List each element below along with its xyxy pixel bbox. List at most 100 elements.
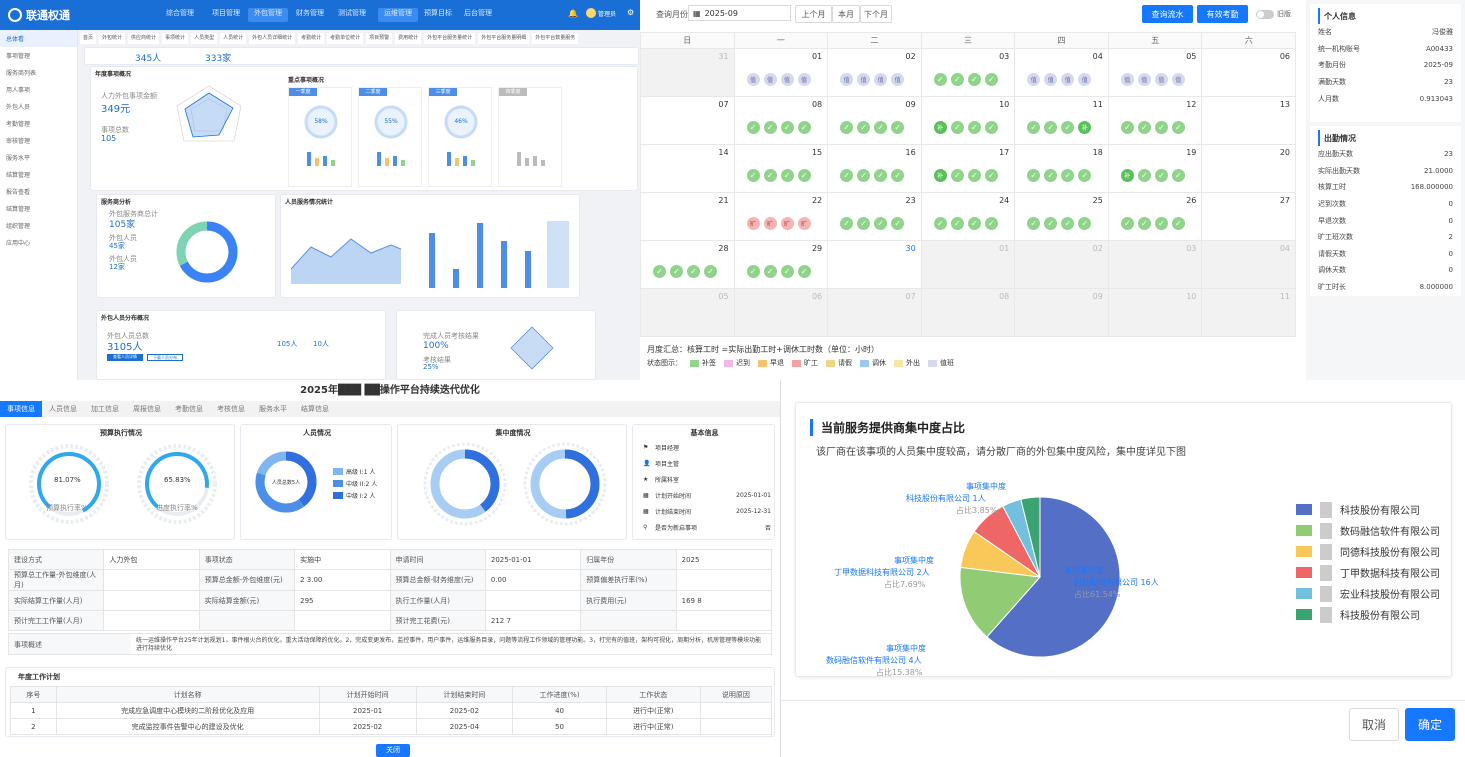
sidebar-item[interactable]: 考勤管理	[6, 121, 31, 128]
page-tab[interactable]: 外包统计	[99, 33, 126, 44]
tab-item[interactable]: 加工信息	[91, 405, 119, 413]
calendar-day[interactable]: 07	[640, 96, 735, 145]
page-tab[interactable]: 外包平台服务量明细	[478, 33, 530, 44]
calendar-day[interactable]: 08	[920, 288, 1016, 337]
sidebar-item[interactable]: 组织管理	[6, 223, 31, 230]
nav-item[interactable]: 项目管理	[212, 9, 240, 17]
sidebar-item[interactable]: 结算管理	[6, 172, 31, 179]
calendar-day[interactable]: 04	[1201, 240, 1296, 289]
calendar-day[interactable]: 06	[733, 288, 829, 337]
month-picker[interactable]: ▦ 2025-09	[688, 5, 791, 21]
calendar-day[interactable]: 15 ✓ ✓ ✓ ✓	[733, 144, 829, 193]
calendar-day[interactable]: 29 ✓ ✓ ✓ ✓	[733, 240, 829, 289]
legend-item[interactable]: 同德科技股份有限公司	[1296, 541, 1440, 562]
calendar-day[interactable]: 01 值值值值	[733, 48, 829, 97]
page-tab[interactable]: 考勤单位统计	[327, 33, 364, 44]
sidebar-item[interactable]: 审核管理	[6, 138, 31, 145]
view-staff-button[interactable]: 查看人员详情	[107, 354, 143, 361]
calendar-day[interactable]: 12 ✓ ✓ ✓ ✓	[1107, 96, 1203, 145]
calendar-day[interactable]: 05 值值值值	[1107, 48, 1203, 97]
tab-item[interactable]: 考核信息	[217, 405, 245, 413]
calendar-day[interactable]: 17 补 ✓ ✓ ✓	[920, 144, 1016, 193]
gear-icon[interactable]: ⚙	[627, 8, 635, 17]
nav-item[interactable]: 预算目标	[424, 9, 452, 17]
legend-item[interactable]: 数码融信软件有限公司	[1296, 520, 1440, 541]
calendar-day[interactable]: 11 ✓ ✓ ✓ 补	[1014, 96, 1109, 145]
nav-item[interactable]: 运维管理	[378, 8, 418, 22]
page-tab[interactable]: 事项统计	[162, 33, 189, 44]
page-tab[interactable]: 人员类型	[191, 33, 218, 44]
calendar-day[interactable]: 31	[640, 48, 735, 97]
prev-month-button[interactable]: 上个月	[795, 5, 832, 23]
calendar-day[interactable]: 14	[640, 144, 735, 193]
old-version-toggle[interactable]: 旧版	[1256, 9, 1291, 19]
calendar-day[interactable]: 03	[1107, 240, 1203, 289]
calendar-day[interactable]: 25 ✓ ✓ ✓ ✓	[1014, 192, 1109, 241]
page-tab[interactable]: 外包人员详细统计	[249, 33, 296, 44]
calendar-day[interactable]: 18 ✓ ✓ ✓ ✓	[1014, 144, 1109, 193]
calendar-day[interactable]: 08 ✓ ✓ ✓ ✓	[733, 96, 829, 145]
sidebar-item[interactable]: 应用中心	[6, 240, 31, 247]
sidebar-item[interactable]: 服务水平	[6, 155, 31, 162]
calendar-day[interactable]: 10	[1107, 288, 1203, 337]
calendar-day[interactable]: 01	[920, 240, 1016, 289]
query-flow-button[interactable]: 查询流水	[1142, 5, 1193, 23]
calendar-day[interactable]: 13	[1201, 96, 1296, 145]
calendar-day[interactable]: 28 ✓ ✓ ✓ ✓	[640, 240, 735, 289]
calendar-day[interactable]: 16 ✓ ✓ ✓ ✓	[827, 144, 922, 193]
pie-slice[interactable]	[959, 566, 1042, 638]
calendar-day[interactable]: 27	[1201, 192, 1296, 241]
tab-item[interactable]: 结算信息	[301, 405, 329, 413]
page-tab[interactable]: 项目预警	[366, 33, 393, 44]
page-tab[interactable]: 外包平台服务量统计	[424, 33, 476, 44]
pie-slice[interactable]	[1020, 496, 1041, 578]
page-tab[interactable]: 外包平台数量服务	[532, 33, 579, 44]
sidebar-item[interactable]: 总体看	[0, 30, 77, 47]
calendar-day[interactable]: 06	[1201, 48, 1296, 97]
legend-item[interactable]: 科技股份有限公司	[1296, 604, 1440, 625]
tab-item[interactable]: 事项信息	[0, 401, 42, 417]
sidebar-item[interactable]: 报告查看	[6, 189, 31, 196]
calendar-day[interactable]: 20	[1201, 144, 1296, 193]
calendar-day[interactable]: 10 补 ✓ ✓ ✓	[920, 96, 1016, 145]
avatar[interactable]	[586, 8, 596, 18]
nav-item[interactable]: 财务管理	[296, 9, 324, 17]
calendar-day[interactable]: 19 补 ✓ ✓ ✓	[1107, 144, 1203, 193]
page-tab[interactable]: 人员统计	[220, 33, 247, 44]
calendar-day[interactable]: 22 旷旷旷旷	[733, 192, 829, 241]
page-tab[interactable]: 供应商统计	[128, 33, 160, 44]
page-tab[interactable]: 考勤统计	[298, 33, 325, 44]
bell-icon[interactable]: 🔔	[568, 9, 578, 18]
tab-item[interactable]: 服务水平	[259, 405, 287, 413]
sidebar-item[interactable]: 外包人员	[6, 104, 31, 111]
sidebar-item[interactable]: 用人事项	[6, 87, 31, 94]
tab-item[interactable]: 人员信息	[49, 405, 77, 413]
current-month-button[interactable]: 本月	[832, 5, 860, 23]
calendar-day[interactable]: 09	[1014, 288, 1109, 337]
calendar-day[interactable]: 04 值值值值	[1014, 48, 1109, 97]
valid-attendance-button[interactable]: 有效考勤	[1197, 5, 1248, 23]
tab-item[interactable]: 考勤信息	[175, 405, 203, 413]
calendar-day[interactable]: 07	[827, 288, 922, 337]
calendar-day[interactable]: 23 ✓ ✓ ✓ ✓	[827, 192, 922, 241]
confirm-button[interactable]: 确定	[1405, 708, 1455, 741]
nav-item[interactable]: 综合管理	[166, 9, 194, 17]
sidebar-item[interactable]: 服务商列表	[6, 70, 37, 77]
calendar-day[interactable]: 09 ✓ ✓ ✓ ✓	[827, 96, 922, 145]
next-month-button[interactable]: 下个月	[860, 5, 892, 23]
nav-item[interactable]: 测试管理	[338, 9, 366, 17]
user-name[interactable]: 管理员	[598, 11, 617, 18]
calendar-day[interactable]: 11	[1201, 288, 1296, 337]
nav-item[interactable]: 后台管理	[464, 9, 492, 17]
calendar-day[interactable]: 24 ✓ ✓ ✓ ✓	[920, 192, 1016, 241]
calendar-day[interactable]: 21	[640, 192, 735, 241]
legend-item[interactable]: 宏业科技股份有限公司	[1296, 583, 1440, 604]
calendar-day[interactable]: 02	[1014, 240, 1109, 289]
calendar-day[interactable]: 30	[827, 240, 922, 289]
download-button[interactable]: 下载人员分布	[147, 354, 183, 361]
legend-item[interactable]: 丁甲数据科技有限公司	[1296, 562, 1440, 583]
calendar-day[interactable]: 26 ✓ ✓ ✓ ✓	[1107, 192, 1203, 241]
page-tab[interactable]: 首页	[80, 33, 97, 44]
page-tab[interactable]: 费用统计	[395, 33, 422, 44]
sidebar-item[interactable]: 事项管理	[6, 53, 31, 60]
